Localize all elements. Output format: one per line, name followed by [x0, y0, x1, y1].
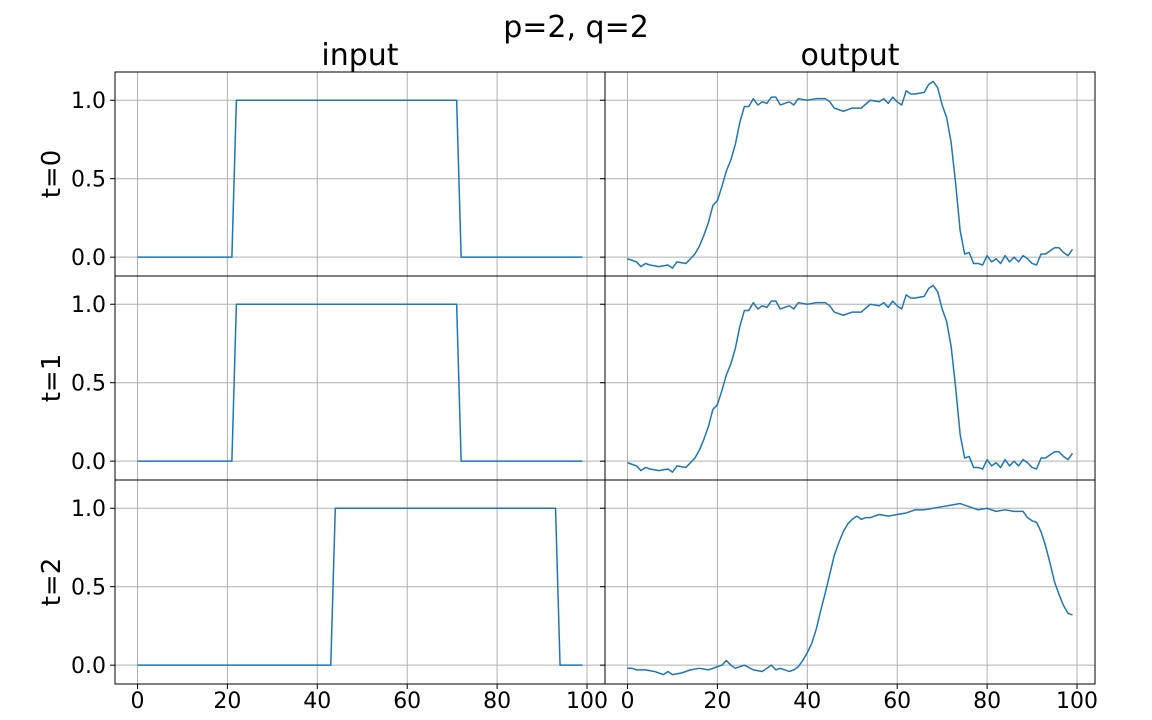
panel-r0-c1-title: output: [801, 38, 900, 73]
panel-r1-c0-ytick-label: 0.5: [71, 372, 106, 397]
panel-r2-c0-ytick-label: 0.5: [71, 576, 106, 601]
panel-r0-c1-series-line-0: [627, 80, 1074, 269]
panel-r1-c0-ytick-label: 0.0: [71, 450, 106, 475]
panel-r2-c0-ytick-label: 0.0: [71, 654, 106, 679]
panel-r2-c0-frame: [114, 479, 606, 685]
panel-r2-c1-xtick-label: 0: [620, 689, 634, 714]
panel-r0-c0-ytick-label: 1.0: [71, 89, 106, 114]
panel-r0-c1: output: [600, 38, 1096, 277]
panel-r0-c1-frame: [604, 71, 1096, 277]
panel-r2-c1-xtick-label: 40: [793, 689, 821, 714]
figure-suptitle: p=2, q=2: [503, 10, 649, 45]
panel-r0-c0-ylabel: t=0: [37, 150, 67, 199]
panel-r2-c0-xtick-label: 40: [303, 689, 331, 714]
panel-r0-c0-frame: [114, 71, 606, 277]
panel-r1-c0-ytick-label: 1.0: [71, 293, 106, 318]
panel-r2-c1-xtick-label: 60: [883, 689, 911, 714]
panel-r1-c0-series-line-0: [137, 303, 583, 462]
panel-r0-c0-series-line-0: [137, 99, 583, 258]
panel-r2-c1-frame: [604, 479, 1096, 685]
panel-r2-c1: 0 20 40 60 80 100: [600, 479, 1098, 714]
panel-r1-c0-ylabel: t=1: [37, 354, 67, 403]
panel-r2-c0-xtick-label: 0: [130, 689, 144, 714]
panel-r2-c0-ytick-label: 1.0: [71, 497, 106, 522]
panel-r0-c0-ytick-label: 0.0: [71, 246, 106, 271]
panel-r2-c0-xtick-label: 60: [393, 689, 421, 714]
panel-r2-c0-xtick-label: 100: [566, 689, 608, 714]
panel-r2-c0-series-line-0: [137, 507, 583, 666]
panel-r2-c1-xtick-label: 80: [973, 689, 1001, 714]
panel-r2-c1-xtick-label: 20: [703, 689, 731, 714]
panel-r2-c0-xtick-label: 20: [213, 689, 241, 714]
panel-r0-c0-title: input: [321, 38, 398, 73]
panel-r2-c0: 0.0 0.5 1.0 0 20 40 60 80 100 t=2: [37, 479, 608, 714]
panel-r1-c0: 0.0 0.5 1.0 t=1: [37, 275, 606, 481]
panel-r2-c0-ylabel: t=2: [37, 558, 67, 607]
panel-r1-c1: [600, 275, 1096, 481]
panel-r1-c0-frame: [114, 275, 606, 481]
panel-r1-c1-series-line-0: [627, 284, 1074, 473]
panel-r1-c1-frame: [604, 275, 1096, 481]
panel-r2-c0-xtick-label: 80: [483, 689, 511, 714]
panel-r2-c1-series-line-0: [627, 502, 1073, 676]
panel-r0-c0-ytick-label: 0.5: [71, 168, 106, 193]
panel-r2-c1-xtick-label: 100: [1056, 689, 1098, 714]
panel-r0-c0: 0.0 0.5 1.0 input t=0: [37, 38, 606, 277]
subplot-grid: 0.00.51.0inputt=0output0.00.51.0t=10.00.…: [37, 38, 1098, 714]
